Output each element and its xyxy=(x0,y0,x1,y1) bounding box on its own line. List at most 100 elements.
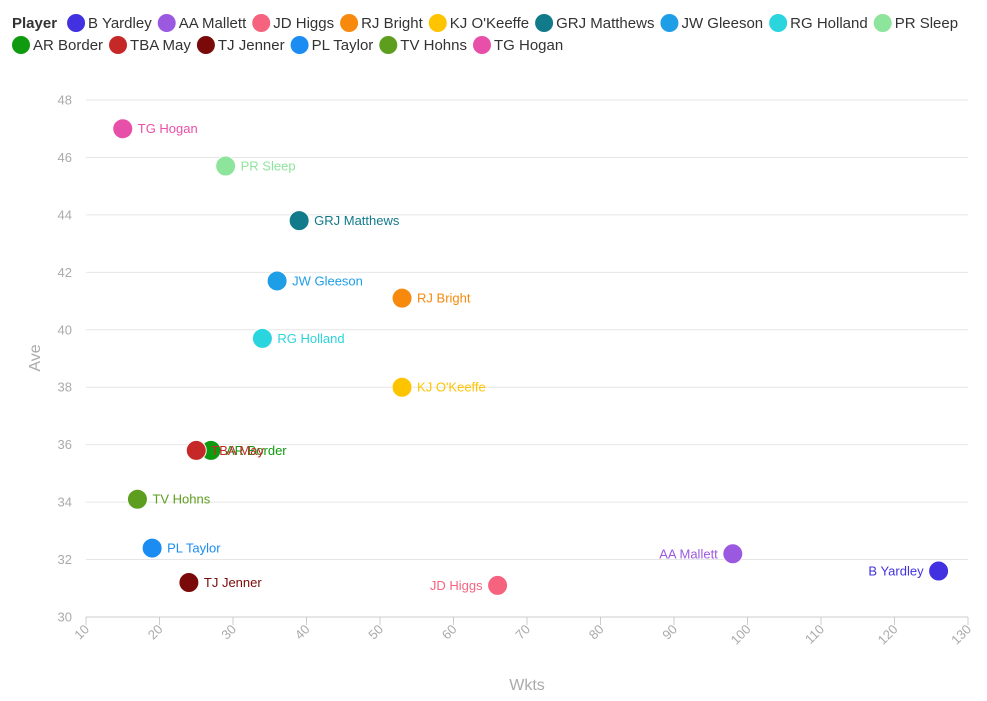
data-point[interactable] xyxy=(112,118,134,140)
grid xyxy=(86,99,968,618)
point-label: JW Gleeson xyxy=(292,273,363,288)
y-tick-label: 46 xyxy=(58,150,72,165)
legend-marker xyxy=(252,14,271,32)
legend-label: TG Hogan xyxy=(494,37,563,54)
data-point[interactable] xyxy=(126,488,148,510)
legend-marker xyxy=(473,36,491,54)
legend-item[interactable]: AR Border xyxy=(12,36,103,54)
data-point[interactable] xyxy=(722,543,744,565)
legend: Player B Yardley AA Mallett JD Higgs RJ Bri… xyxy=(12,14,958,54)
data-point[interactable] xyxy=(391,287,413,309)
legend-item[interactable]: KJ O'Keeffe xyxy=(428,14,529,32)
legend-marker xyxy=(379,36,398,54)
legend-title: Player xyxy=(12,15,57,32)
point-label: RG Holland xyxy=(277,331,344,346)
data-point[interactable] xyxy=(251,327,273,349)
x-tick-label: 120 xyxy=(875,622,901,648)
x-tick-label: 50 xyxy=(365,622,386,643)
legend-label: PR Sleep xyxy=(895,15,958,32)
legend-label: TV Hohns xyxy=(400,37,467,54)
legend-item[interactable]: TG Hogan xyxy=(473,36,563,54)
x-tick-label: 70 xyxy=(512,622,533,643)
legend-marker xyxy=(196,36,215,54)
legend-label: AA Mallett xyxy=(179,15,247,32)
legend-marker xyxy=(109,36,128,54)
legend-item[interactable]: GRJ Matthews xyxy=(535,14,654,32)
y-tick-label: 44 xyxy=(58,207,72,222)
legend-label: KJ O'Keeffe xyxy=(450,15,529,32)
x-tick-label: 20 xyxy=(145,622,166,643)
x-tick-label: 90 xyxy=(659,622,680,643)
point-label: PR Sleep xyxy=(241,159,296,174)
point-label: TJ Jenner xyxy=(204,575,262,590)
point-labels: B Yardley AA Mallett JD Higgs RJ Bright KJ O… xyxy=(138,121,924,593)
legend-marker xyxy=(660,14,679,32)
legend-label: RG Holland xyxy=(790,15,868,32)
legend-label: AR Border xyxy=(33,37,103,54)
point-label: TBA May xyxy=(211,443,264,458)
point-label: GRJ Matthews xyxy=(314,213,400,228)
x-tick-label: 10 xyxy=(71,622,92,643)
legend-marker xyxy=(12,36,30,54)
legend-item[interactable]: TBA May xyxy=(109,36,191,54)
legend-label: TBA May xyxy=(130,37,191,54)
data-point[interactable] xyxy=(928,560,950,582)
legend-item[interactable]: TJ Jenner xyxy=(196,36,285,54)
legend-item[interactable]: PR Sleep xyxy=(873,14,958,32)
point-label: JD Higgs xyxy=(430,578,483,593)
y-tick-label: 34 xyxy=(58,495,72,510)
y-tick-label: 38 xyxy=(58,380,72,395)
legend-label: TJ Jenner xyxy=(218,37,285,54)
data-point[interactable] xyxy=(141,537,163,559)
y-tick-label: 32 xyxy=(58,552,72,567)
x-tick-label: 60 xyxy=(439,622,460,643)
legend-item[interactable]: JD Higgs xyxy=(252,14,334,32)
x-axis-title: Wkts xyxy=(509,677,545,694)
point-label: AA Mallett xyxy=(659,546,718,561)
x-tick-label: 30 xyxy=(218,622,239,643)
legend-label: JD Higgs xyxy=(273,15,334,32)
y-tick-label: 36 xyxy=(58,437,72,452)
legend-item[interactable]: AA Mallett xyxy=(157,14,247,32)
legend-item[interactable]: RJ Bright xyxy=(340,14,424,32)
legend-marker xyxy=(67,14,86,32)
legend-item[interactable]: JW Gleeson xyxy=(660,14,763,32)
y-axis-title: Ave xyxy=(27,344,44,371)
x-tick-label: 130 xyxy=(948,622,974,648)
x-tick-label: 40 xyxy=(292,622,313,643)
data-point[interactable] xyxy=(487,574,509,596)
point-label: B Yardley xyxy=(868,564,924,579)
data-point[interactable] xyxy=(391,376,413,398)
legend-label: B Yardley xyxy=(88,15,152,32)
legend-item[interactable]: TV Hohns xyxy=(379,36,467,54)
legend-item[interactable]: B Yardley xyxy=(67,14,152,32)
legend-marker xyxy=(873,14,892,32)
point-label: AR Border xyxy=(226,443,287,458)
y-tick-label: 48 xyxy=(58,93,72,108)
legend-label: GRJ Matthews xyxy=(556,15,654,32)
legend-label: PL Taylor xyxy=(312,37,374,54)
legend-marker xyxy=(428,14,447,32)
data-point[interactable] xyxy=(266,270,288,292)
x-tick-label: 100 xyxy=(728,622,754,648)
legend-item[interactable]: PL Taylor xyxy=(290,36,374,54)
data-point[interactable] xyxy=(178,572,200,594)
axes: Wkts Ave 30 32 34 36 38 40 42 44 46 48 10 20 30 40 50 6… xyxy=(27,93,974,695)
legend-label: JW Gleeson xyxy=(681,15,763,32)
y-tick-label: 30 xyxy=(58,610,72,625)
point-label: TG Hogan xyxy=(138,121,198,136)
data-points xyxy=(112,118,950,596)
y-tick-label: 42 xyxy=(58,265,72,280)
legend-item[interactable]: RG Holland xyxy=(769,14,868,32)
point-label: KJ O'Keeffe xyxy=(417,380,486,395)
point-label: RJ Bright xyxy=(417,291,471,306)
point-label: TV Hohns xyxy=(152,492,210,507)
data-point[interactable] xyxy=(185,439,207,461)
data-point[interactable] xyxy=(215,155,237,177)
data-point[interactable] xyxy=(288,210,310,232)
x-tick-label: 110 xyxy=(802,622,827,647)
x-tick-label: 80 xyxy=(586,622,607,643)
legend-marker xyxy=(535,14,554,32)
legend-marker xyxy=(157,14,176,32)
